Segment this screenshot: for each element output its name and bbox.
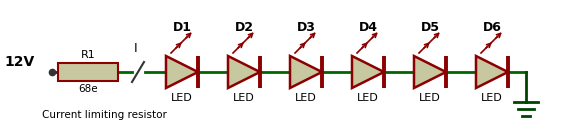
Polygon shape	[476, 56, 508, 88]
Text: LED: LED	[419, 93, 441, 103]
Polygon shape	[352, 56, 384, 88]
Text: D5: D5	[420, 21, 440, 34]
Text: D6: D6	[483, 21, 501, 34]
Polygon shape	[166, 56, 198, 88]
Polygon shape	[414, 56, 446, 88]
Text: 68e: 68e	[78, 84, 98, 94]
Text: Current limiting resistor: Current limiting resistor	[42, 110, 167, 120]
Text: LED: LED	[357, 93, 379, 103]
Text: LED: LED	[233, 93, 255, 103]
Polygon shape	[228, 56, 260, 88]
Text: LED: LED	[481, 93, 503, 103]
Text: D4: D4	[359, 21, 377, 34]
Text: R1: R1	[80, 50, 95, 60]
Text: LED: LED	[295, 93, 317, 103]
Text: D1: D1	[173, 21, 191, 34]
Text: I: I	[134, 42, 138, 55]
Text: D3: D3	[296, 21, 315, 34]
Text: D2: D2	[234, 21, 254, 34]
Polygon shape	[290, 56, 322, 88]
Text: LED: LED	[171, 93, 193, 103]
Bar	[58, 63, 118, 81]
Text: 12V: 12V	[4, 55, 34, 69]
